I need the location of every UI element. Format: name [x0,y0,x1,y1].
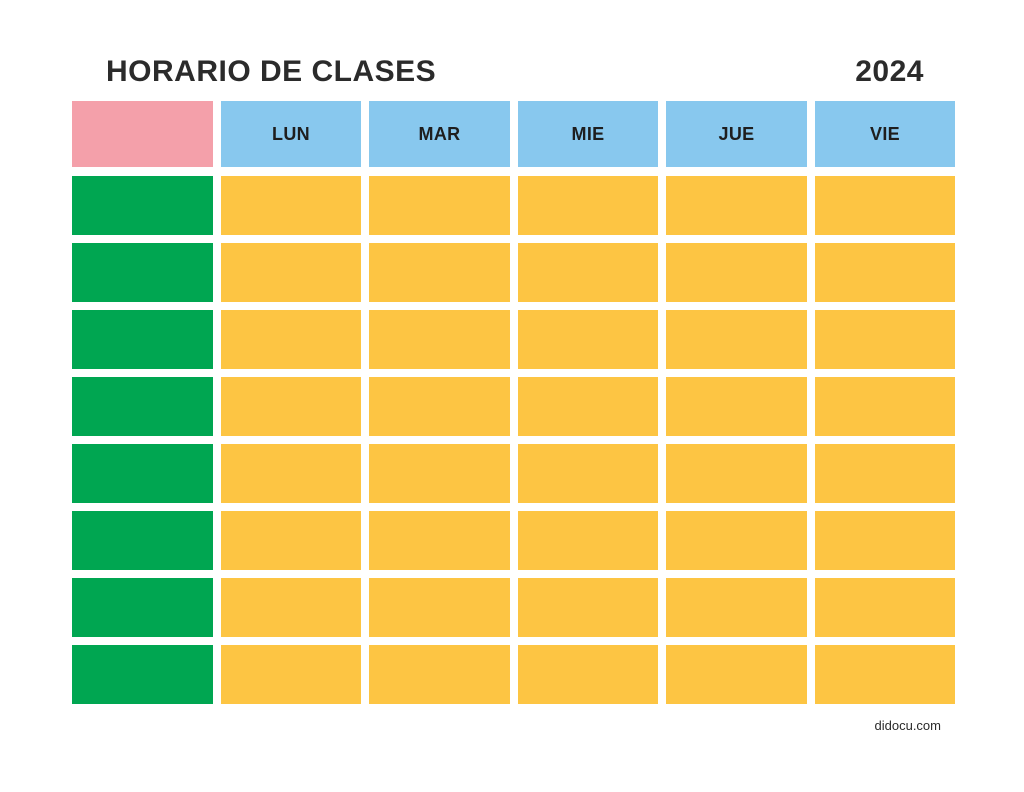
class-slot [518,176,658,235]
time-cell [72,511,213,570]
day-header-vie: VIE [815,101,955,167]
schedule-row [72,444,955,503]
schedule-row [72,176,955,235]
class-slot [221,578,361,637]
class-slot [666,511,807,570]
schedule-row [72,310,955,369]
schedule-year: 2024 [855,55,924,88]
time-cell [72,645,213,704]
class-slot [369,176,510,235]
day-header-jue: JUE [666,101,807,167]
class-slot [369,511,510,570]
day-header-row: LUN MAR MIE JUE VIE [72,101,955,167]
class-slot [518,310,658,369]
class-slot [815,444,955,503]
class-slot [815,243,955,302]
class-slot [221,377,361,436]
class-slot [518,444,658,503]
class-slot [369,645,510,704]
class-slot [221,310,361,369]
class-slot [221,444,361,503]
class-slot [666,310,807,369]
class-slot [666,176,807,235]
class-slot [815,511,955,570]
class-slot [666,444,807,503]
time-cell [72,310,213,369]
class-slot [221,511,361,570]
class-slot [518,578,658,637]
schedule-row [72,511,955,570]
class-slot [369,310,510,369]
class-slot [518,645,658,704]
day-header-mie: MIE [518,101,658,167]
class-slot [666,578,807,637]
class-slot [369,578,510,637]
class-slot [518,377,658,436]
schedule-row [72,645,955,704]
class-slot [369,377,510,436]
class-slot [815,377,955,436]
time-cell [72,176,213,235]
time-cell [72,578,213,637]
time-cell [72,377,213,436]
class-slot [815,176,955,235]
class-slot [518,511,658,570]
class-slot [221,243,361,302]
class-slot [815,578,955,637]
source-credit: didocu.com [874,718,941,733]
day-header-lun: LUN [221,101,361,167]
corner-cell [72,101,213,167]
class-slot [815,310,955,369]
class-slot [666,377,807,436]
schedule-title: HORARIO DE CLASES [106,55,437,88]
schedule-row [72,578,955,637]
class-slot [666,645,807,704]
class-slot [221,645,361,704]
schedule-row [72,377,955,436]
class-slot [815,645,955,704]
time-cell [72,444,213,503]
class-slot [369,243,510,302]
day-header-mar: MAR [369,101,510,167]
schedule-body [72,176,955,704]
class-slot [518,243,658,302]
time-cell [72,243,213,302]
class-slot [666,243,807,302]
class-slot [221,176,361,235]
class-slot [369,444,510,503]
schedule-row [72,243,955,302]
